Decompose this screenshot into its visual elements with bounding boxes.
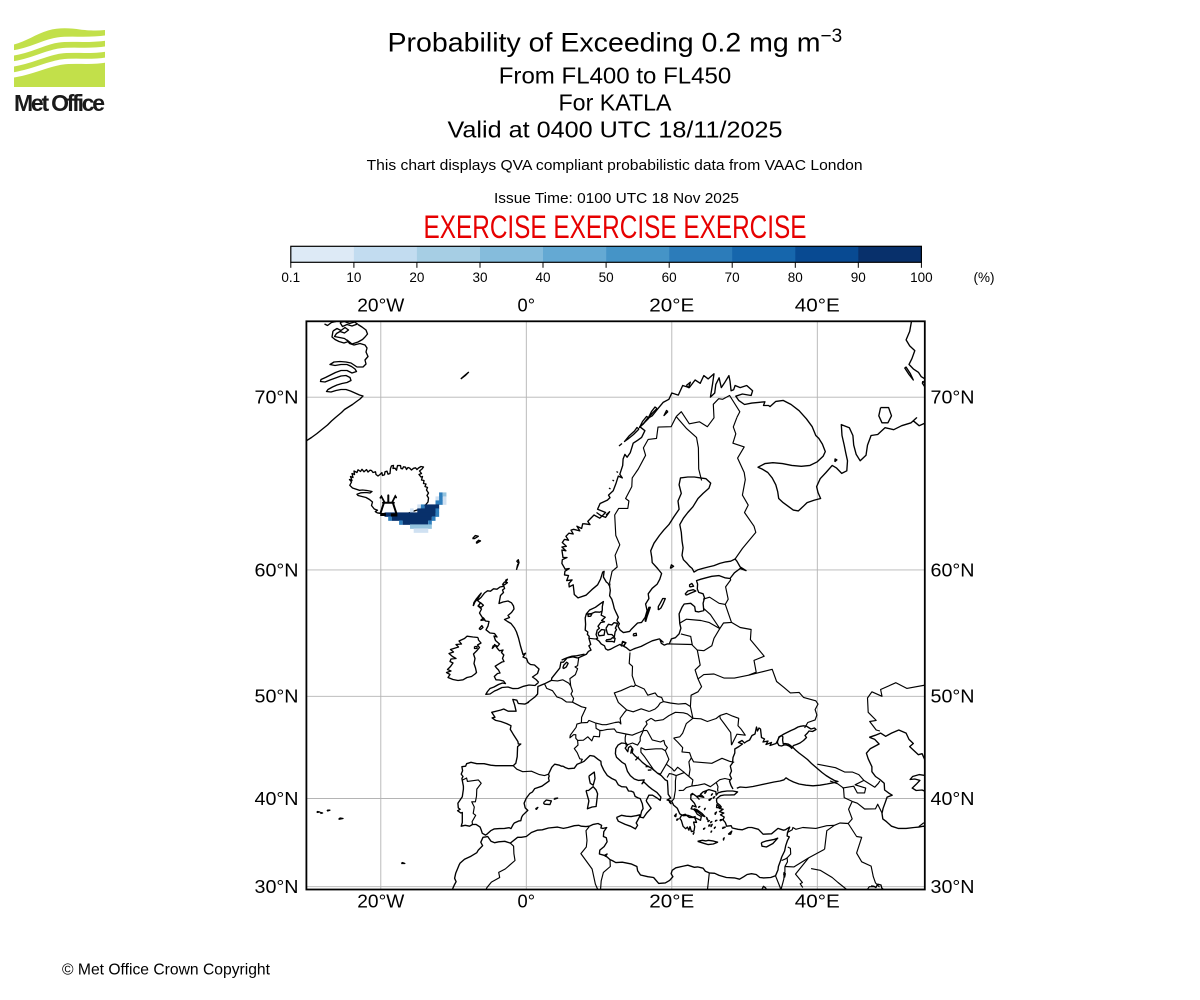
- svg-text:0°: 0°: [518, 892, 536, 912]
- svg-text:40°N: 40°N: [255, 789, 299, 809]
- svg-text:From FL400 to FL450: From FL400 to FL450: [499, 63, 732, 89]
- svg-text:10: 10: [346, 270, 361, 285]
- svg-text:50: 50: [599, 270, 614, 285]
- svg-text:40: 40: [535, 270, 550, 285]
- svg-text:60: 60: [662, 270, 677, 285]
- svg-text:20°W: 20°W: [357, 892, 404, 912]
- svg-text:Met Office: Met Office: [14, 90, 105, 116]
- svg-text:0.1: 0.1: [281, 270, 300, 285]
- svg-text:40°N: 40°N: [931, 789, 975, 809]
- svg-text:100: 100: [910, 270, 933, 285]
- svg-text:50°N: 50°N: [931, 687, 975, 707]
- svg-text:70: 70: [725, 270, 740, 285]
- svg-text:90: 90: [851, 270, 866, 285]
- svg-text:30: 30: [472, 270, 487, 285]
- svg-text:Probability of Exceeding 0.2 m: Probability of Exceeding 0.2 mg m−3: [388, 26, 843, 58]
- svg-text:30°N: 30°N: [931, 877, 975, 897]
- svg-text:Valid at 0400 UTC 18/11/2025: Valid at 0400 UTC 18/11/2025: [448, 117, 783, 143]
- svg-text:60°N: 60°N: [931, 560, 975, 580]
- svg-text:40°E: 40°E: [795, 296, 840, 316]
- svg-text:80: 80: [788, 270, 803, 285]
- svg-text:20°E: 20°E: [649, 892, 694, 912]
- svg-text:Issue Time: 0100 UTC 18 Nov 20: Issue Time: 0100 UTC 18 Nov 2025: [494, 191, 739, 207]
- svg-text:EXERCISE EXERCISE EXERCISE: EXERCISE EXERCISE EXERCISE: [424, 209, 807, 245]
- svg-text:0°: 0°: [518, 296, 536, 316]
- svg-text:60°N: 60°N: [255, 560, 299, 580]
- svg-text:20°E: 20°E: [649, 296, 694, 316]
- svg-text:70°N: 70°N: [255, 388, 299, 408]
- svg-text:For KATLA: For KATLA: [559, 90, 672, 116]
- svg-text:(%): (%): [974, 270, 995, 285]
- svg-text:40°E: 40°E: [795, 892, 840, 912]
- svg-text:This chart displays QVA compli: This chart displays QVA compliant probab…: [367, 157, 863, 174]
- svg-text:50°N: 50°N: [255, 687, 299, 707]
- svg-text:20°W: 20°W: [357, 296, 404, 316]
- svg-text:20: 20: [409, 270, 424, 285]
- svg-text:© Met Office Crown Copyright: © Met Office Crown Copyright: [62, 962, 271, 979]
- svg-text:70°N: 70°N: [931, 388, 975, 408]
- svg-text:30°N: 30°N: [255, 877, 299, 897]
